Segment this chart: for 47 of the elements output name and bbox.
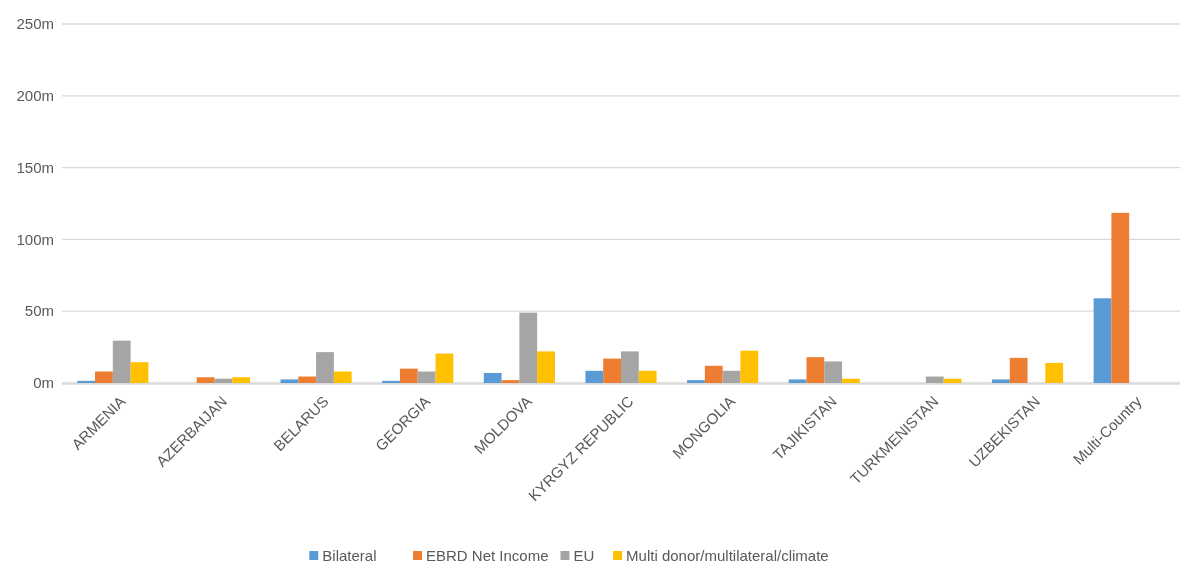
bar xyxy=(1093,298,1112,383)
legend-label: EU xyxy=(573,547,595,564)
bar xyxy=(1009,357,1028,383)
bar xyxy=(1111,212,1130,383)
bar xyxy=(991,379,1010,383)
bar xyxy=(333,371,352,383)
bar xyxy=(722,370,741,383)
bar xyxy=(95,371,113,383)
bar xyxy=(603,358,621,383)
legend-label: Bilateral xyxy=(322,547,377,564)
bar xyxy=(925,376,944,383)
bar xyxy=(382,380,400,383)
bar xyxy=(130,362,149,383)
bar xyxy=(112,340,131,383)
y-tick-label: 150m xyxy=(16,158,54,176)
y-tick-label: 200m xyxy=(16,87,54,105)
bar xyxy=(501,380,520,383)
bar xyxy=(196,377,215,383)
bar xyxy=(232,377,251,383)
legend-label: Multi donor/multilateral/climate xyxy=(626,547,829,564)
bar xyxy=(788,379,807,383)
bar xyxy=(806,357,825,383)
bar xyxy=(585,370,604,383)
bar xyxy=(316,352,334,383)
y-tick-label: 100m xyxy=(16,230,54,248)
bar xyxy=(1045,362,1064,383)
bar xyxy=(687,380,705,383)
bar xyxy=(399,368,418,383)
legend-label: EBRD Net Income xyxy=(426,547,549,564)
y-tick-label: 50m xyxy=(24,302,54,320)
y-tick-label: 250m xyxy=(16,15,54,33)
bar xyxy=(621,351,639,383)
bar xyxy=(435,353,454,383)
bar xyxy=(519,312,538,383)
bar xyxy=(280,379,299,383)
bar xyxy=(638,370,657,383)
bar xyxy=(740,350,759,383)
bar xyxy=(417,371,436,383)
y-tick-label: 0m xyxy=(33,374,54,392)
bar xyxy=(824,361,843,383)
bar xyxy=(483,372,502,383)
bar xyxy=(704,365,723,383)
bar xyxy=(842,378,860,383)
bar xyxy=(537,351,555,383)
bar xyxy=(77,380,96,383)
bar xyxy=(214,378,233,383)
bar xyxy=(298,376,317,383)
